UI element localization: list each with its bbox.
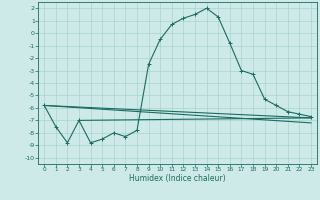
X-axis label: Humidex (Indice chaleur): Humidex (Indice chaleur)	[129, 174, 226, 183]
